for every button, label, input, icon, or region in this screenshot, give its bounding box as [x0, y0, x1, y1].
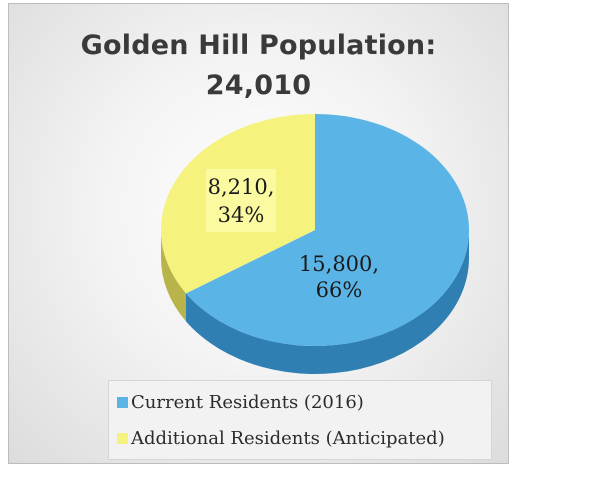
legend: Current Residents (2016) Additional Resi…: [108, 380, 492, 460]
legend-item-current: Current Residents (2016): [117, 392, 364, 413]
data-label-percent-current: 66%: [316, 278, 363, 302]
legend-swatch-additional: [117, 433, 128, 444]
chart-subtitle: 24,010: [205, 70, 312, 101]
legend-swatch-current: [117, 397, 128, 408]
legend-label-current: Current Residents (2016): [131, 392, 364, 413]
legend-label-additional: Additional Residents (Anticipated): [131, 428, 445, 449]
data-label-background-additional: [206, 169, 276, 232]
pie-side-additional: [161, 230, 186, 322]
pie-slice-current: [185, 114, 469, 347]
chart-title: Golden Hill Population:: [80, 30, 437, 61]
pie-side-current: [185, 230, 469, 375]
data-label-value-current: 15,800,: [299, 252, 379, 276]
legend-item-additional: Additional Residents (Anticipated): [117, 428, 445, 449]
pie-chart: 15,800, 66% 8,210, 34%: [160, 114, 469, 375]
data-label-value-additional: 8,210,: [208, 175, 275, 199]
chart-frame: Golden Hill Population: 24,010 15,800, 6…: [8, 3, 509, 464]
data-label-percent-additional: 34%: [218, 203, 265, 227]
